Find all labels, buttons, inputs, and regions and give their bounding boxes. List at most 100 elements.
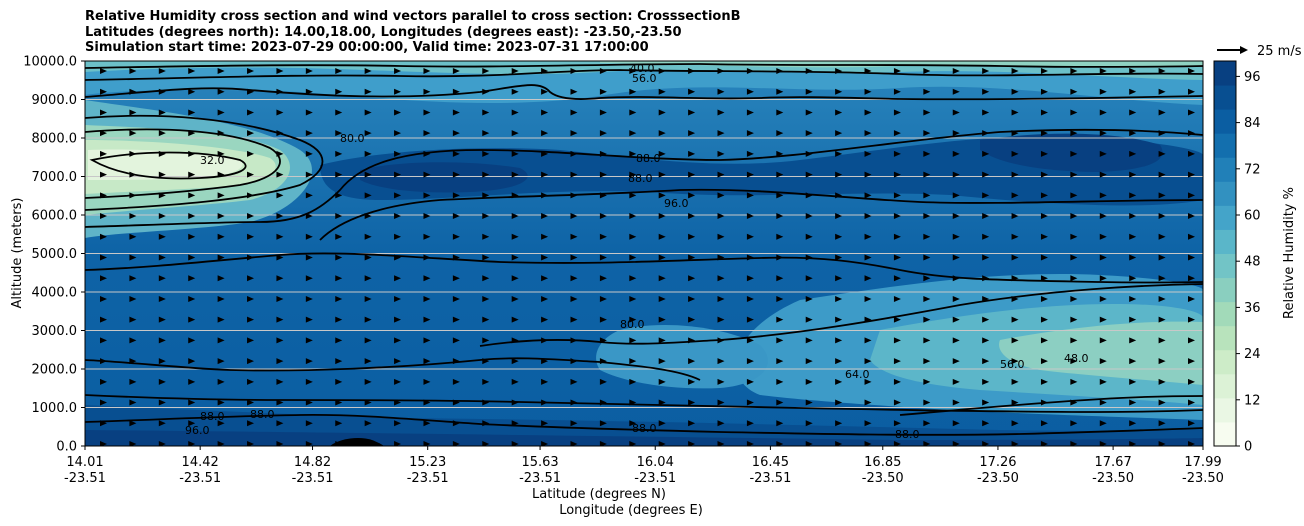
x-axis: 14.01-23.5114.42-23.5114.82-23.5115.23-2… (64, 446, 1224, 486)
wind-vector (335, 233, 343, 240)
wind-vector (776, 337, 784, 344)
wind-vector (335, 130, 343, 137)
wind-vector (1188, 295, 1195, 302)
wind-vector (217, 150, 225, 157)
wind-vector (541, 88, 549, 95)
wind-vector (1011, 420, 1019, 427)
wind-vector (864, 254, 872, 261)
wind-vector (1070, 295, 1078, 302)
wind-vector (305, 68, 313, 74)
wind-vector (1070, 171, 1078, 178)
wind-vector (394, 275, 402, 282)
wind-vector (658, 358, 666, 365)
wind-vector (599, 150, 607, 157)
wind-vector (158, 358, 166, 365)
wind-vector (923, 171, 931, 178)
wind-vector (599, 171, 607, 178)
wind-vector (452, 88, 460, 95)
wind-vector (835, 88, 843, 95)
wind-vector (864, 130, 872, 137)
wind-vector (511, 378, 519, 385)
wind-vector (717, 337, 725, 344)
wind-vector (541, 295, 549, 302)
wind-vector (805, 88, 813, 95)
wind-vector (511, 316, 519, 323)
wind-vector (100, 378, 107, 385)
wind-vector (688, 254, 696, 261)
wind-vector (1129, 316, 1137, 323)
wind-vector (129, 337, 137, 344)
wind-vector (482, 213, 490, 220)
wind-vector (158, 295, 166, 302)
wind-vector (952, 130, 960, 137)
wind-vector (746, 254, 754, 261)
wind-vector (364, 192, 372, 199)
wind-vector (599, 337, 607, 344)
wind-vector (511, 275, 519, 282)
wind-vector (247, 378, 255, 385)
wind-vector (1158, 88, 1166, 95)
wind-vector (482, 233, 490, 240)
wind-vector (188, 275, 196, 282)
wind-vector (864, 192, 872, 199)
wind-vector (188, 109, 196, 116)
wind-vector (276, 192, 284, 199)
wind-vector (1129, 88, 1137, 95)
colorbar-tick-label: 96 (1244, 70, 1261, 85)
wind-vector (394, 420, 402, 427)
wind-vector (482, 358, 490, 365)
y-tick-label: 6000.0 (32, 209, 78, 224)
wind-vector (394, 130, 402, 137)
wind-vector (599, 213, 607, 220)
wind-vector (746, 295, 754, 302)
wind-vector (1188, 68, 1195, 74)
wind-vector (688, 337, 696, 344)
wind-vector (423, 275, 431, 282)
wind-vector (923, 130, 931, 137)
wind-vector (599, 441, 607, 446)
wind-vector (570, 150, 578, 157)
wind-vector (217, 358, 225, 365)
wind-vector (100, 213, 107, 220)
wind-vector (1158, 275, 1166, 282)
wind-vector (276, 295, 284, 302)
wind-vector (541, 275, 549, 282)
wind-vector (276, 130, 284, 137)
wind-vector (570, 295, 578, 302)
colorbar-tick-label: 60 (1244, 209, 1261, 224)
wind-vector (1099, 420, 1107, 427)
wind-vector (1099, 109, 1107, 116)
wind-vector (658, 275, 666, 282)
wind-vector (1129, 213, 1137, 220)
wind-vector (247, 337, 255, 344)
wind-vector (982, 295, 990, 302)
wind-vector (217, 275, 225, 282)
wind-vector (1129, 254, 1137, 261)
wind-vector (688, 88, 696, 95)
wind-vector (1099, 150, 1107, 157)
wind-vector (688, 420, 696, 427)
wind-vector (893, 316, 901, 323)
wind-vector (1040, 254, 1048, 261)
wind-vector (482, 254, 490, 261)
wind-vector (158, 316, 166, 323)
wind-vector (423, 378, 431, 385)
wind-vector (923, 337, 931, 344)
wind-vector (1070, 109, 1078, 116)
wind-vector (982, 378, 990, 385)
x-tick-label-lat: 16.85 (864, 455, 901, 470)
colorbar-segment (1214, 349, 1236, 375)
wind-vector (247, 130, 255, 137)
chart-title-block: Relative Humidity cross section and wind… (85, 9, 741, 56)
wind-vector (599, 420, 607, 427)
wind-vector (129, 316, 137, 323)
wind-vector (864, 399, 872, 406)
wind-vector (982, 150, 990, 157)
wind-vector (423, 68, 431, 74)
wind-vector (717, 68, 725, 74)
wind-vector (1040, 337, 1048, 344)
wind-vector (746, 441, 754, 446)
wind-vector (629, 337, 637, 344)
wind-vector (452, 192, 460, 199)
wind-vector (305, 316, 313, 323)
